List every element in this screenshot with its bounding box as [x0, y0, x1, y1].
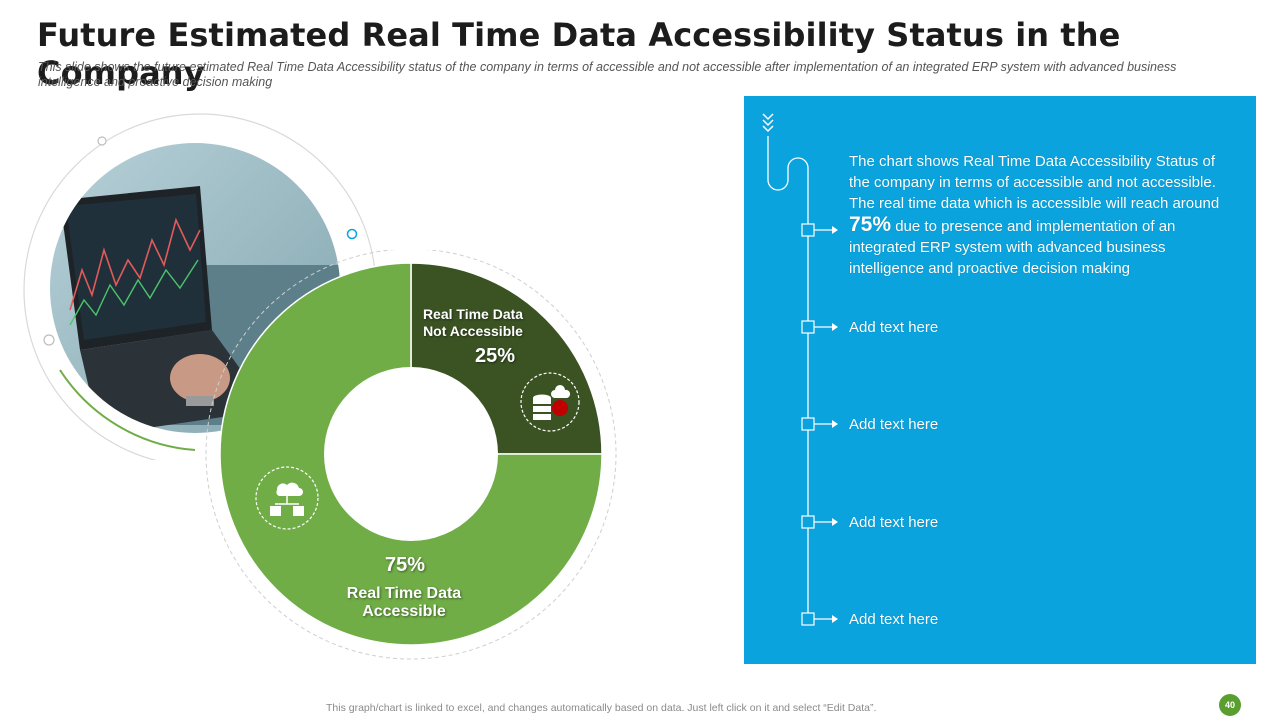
page-number: 40 [1219, 694, 1241, 716]
description-text-after: due to presence and implementation of an… [849, 218, 1176, 277]
green-ring-accent [59, 369, 196, 451]
slice-label-accessible-line1: Real Time Data [346, 585, 462, 602]
page-subtitle: This slide shows the future estimated Re… [38, 60, 1177, 89]
chevron-down-icon [762, 113, 774, 133]
description-highlight: 75% [849, 213, 892, 236]
slice-value-accessible: 75% [384, 554, 426, 576]
timeline-graphic [762, 113, 838, 626]
arrow-right-icon [832, 226, 838, 234]
slice-value-not-accessible: 25% [474, 345, 516, 367]
ring-dot [346, 228, 358, 240]
ring-dot [97, 136, 107, 146]
description-panel: The chart shows Real Time Data Accessibi… [744, 96, 1256, 664]
slice-label-accessible: Real Time Data Accessible [333, 585, 475, 621]
timeline-marker [801, 417, 815, 431]
timeline-line [767, 136, 809, 621]
timeline-marker [801, 223, 815, 237]
slice-label-not-accessible-line1: Real Time Data [422, 306, 524, 322]
timeline-marker [801, 515, 815, 529]
panel-item[interactable]: Add text here [849, 514, 939, 531]
slice-label-accessible-line2: Accessible [362, 603, 446, 620]
footer-note: This graph/chart is linked to excel, and… [326, 702, 877, 714]
slice-label-not-accessible-line2: Not Accessible [423, 323, 523, 339]
arrow-right-icon [832, 420, 838, 428]
panel-item[interactable]: Add text here [849, 611, 939, 628]
slice-label-not-accessible: Real Time Data Not Accessible [412, 306, 534, 340]
ring-dot [43, 334, 55, 346]
donut-slice-accessible [219, 262, 603, 646]
database-cloud-icon [520, 372, 580, 432]
panel-item[interactable]: Add text here [849, 319, 939, 336]
timeline-marker [801, 320, 815, 334]
page-title: Future Estimated Real Time Data Accessib… [37, 16, 1121, 92]
donut-hole [324, 367, 498, 541]
description-text-before: The chart shows Real Time Data Accessibi… [849, 153, 1220, 212]
panel-description: The chart shows Real Time Data Accessibi… [849, 151, 1234, 279]
panel-item[interactable]: Add text here [849, 416, 939, 433]
arrow-right-icon [832, 518, 838, 526]
arrow-right-icon [832, 615, 838, 623]
arrow-right-icon [832, 323, 838, 331]
cloud-network-icon [255, 466, 319, 530]
timeline-marker [801, 612, 815, 626]
donut-chart [205, 250, 617, 660]
chart-dashed-ring [205, 250, 617, 660]
